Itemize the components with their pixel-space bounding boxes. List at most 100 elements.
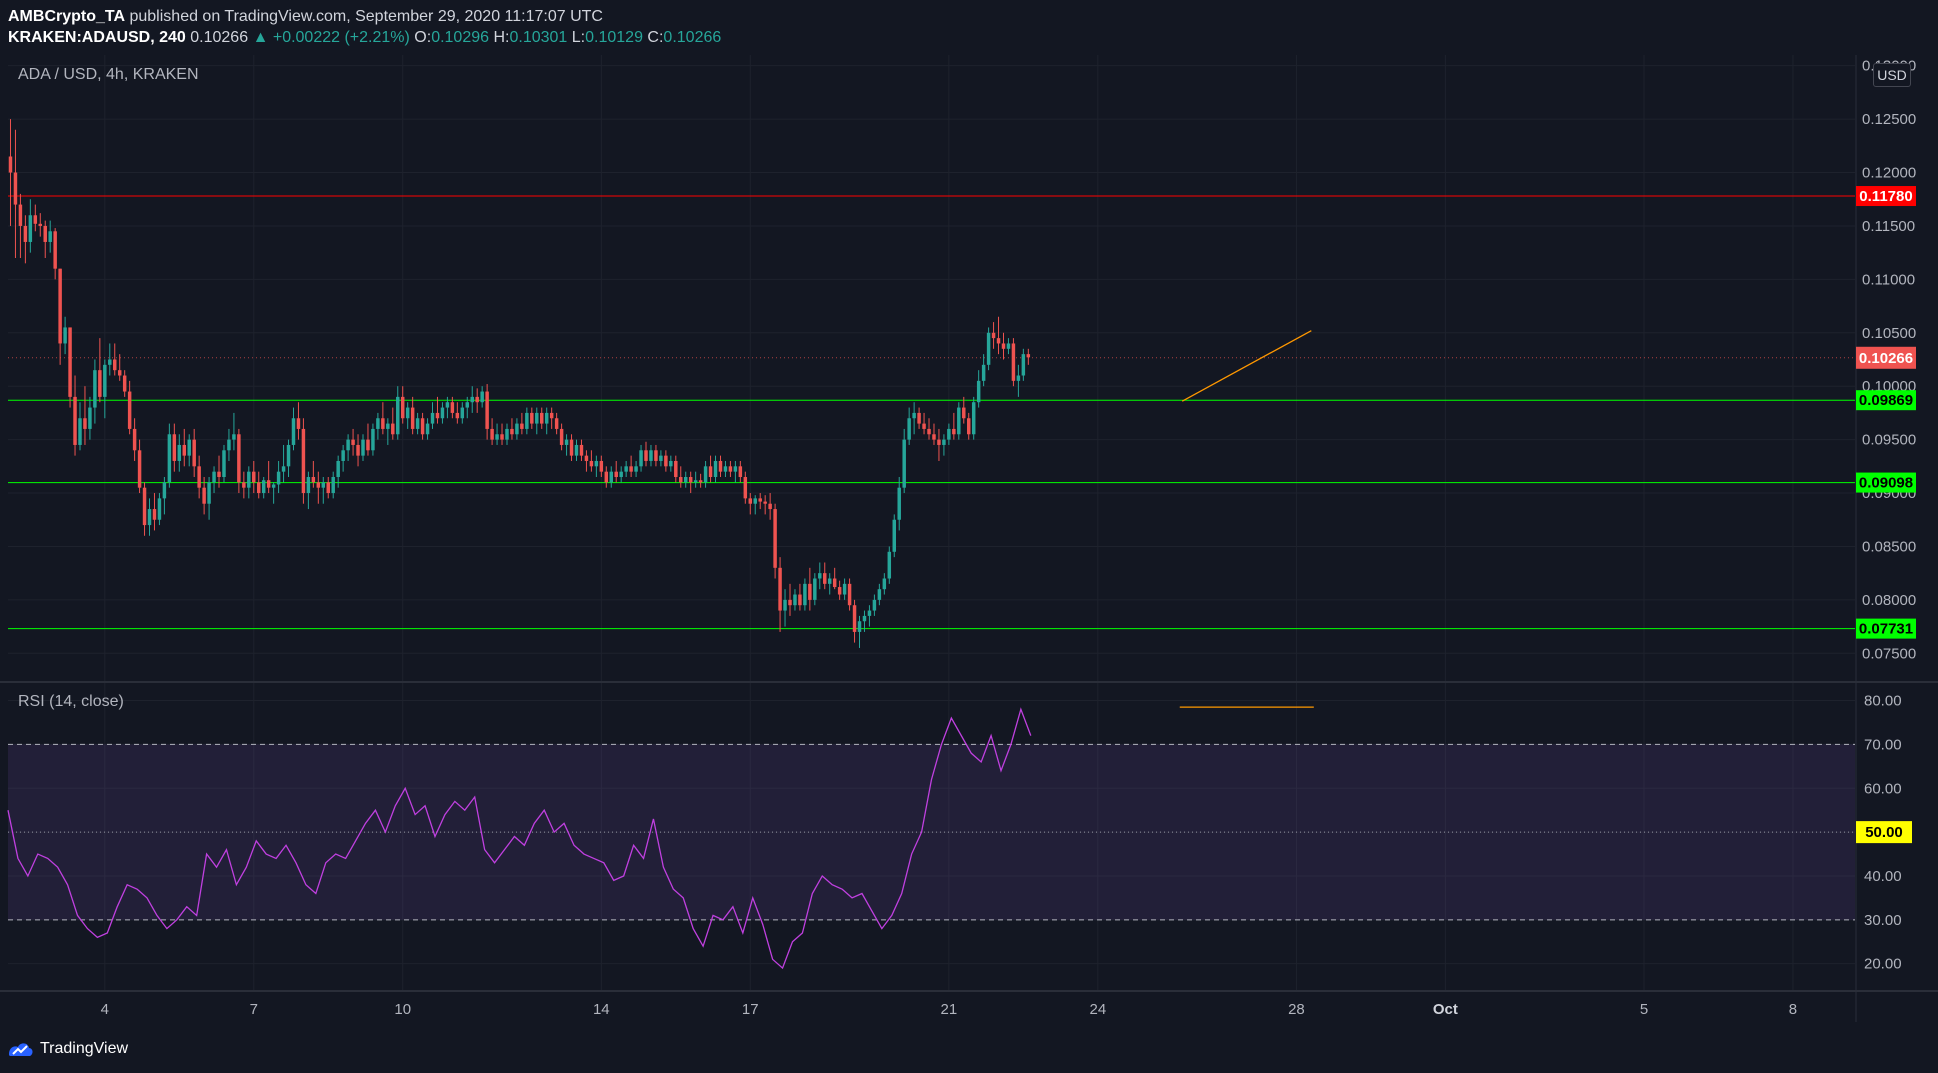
candle-down xyxy=(644,450,648,461)
candle-up xyxy=(227,439,231,451)
candle-up xyxy=(803,583,807,606)
candle-down xyxy=(758,498,762,502)
candle-down xyxy=(98,370,102,397)
candle-down xyxy=(654,450,658,461)
candle-up xyxy=(103,364,107,397)
candle-down xyxy=(202,487,206,504)
candle-down xyxy=(991,332,996,339)
support-price-tag xyxy=(1856,618,1916,639)
candle-down xyxy=(614,471,618,478)
candle-down xyxy=(38,223,43,226)
candle-down xyxy=(778,567,782,611)
candle-up xyxy=(902,439,906,488)
candle-down xyxy=(569,439,574,456)
candle-up xyxy=(445,402,450,408)
candle-up xyxy=(212,471,216,483)
candle-down xyxy=(252,471,256,483)
candle-down xyxy=(356,444,360,456)
open-label: O: xyxy=(414,29,432,46)
rsi-tick-label: 70.00 xyxy=(1864,736,1902,753)
candle-down xyxy=(967,418,971,435)
low-value: 0.10129 xyxy=(585,29,643,46)
candle-up xyxy=(281,466,286,472)
candle-down xyxy=(391,423,395,435)
candle-down xyxy=(738,466,743,478)
candle-up xyxy=(634,466,638,472)
candle-up xyxy=(574,444,579,456)
candle-up xyxy=(465,402,470,408)
rsi-tick-label: 20.00 xyxy=(1864,956,1902,973)
candle-down xyxy=(674,460,678,478)
close-label: C: xyxy=(647,29,664,46)
candle-up xyxy=(331,477,335,494)
candle-up xyxy=(222,450,226,478)
resistance-price-tag-label: 0.11780 xyxy=(1859,188,1912,205)
candle-up xyxy=(371,428,375,451)
candle-down xyxy=(698,480,703,483)
candle-down xyxy=(629,466,633,472)
candle-down xyxy=(823,573,827,584)
support-price-tag xyxy=(1856,390,1916,411)
open-value: 0.10296 xyxy=(431,29,490,46)
rsi-pane-title: RSI (14, close) xyxy=(18,693,124,710)
tradingview-brand[interactable]: TradingView xyxy=(8,1040,128,1058)
candle-up xyxy=(669,460,673,467)
time-tick-label: 10 xyxy=(394,1001,411,1018)
candle-down xyxy=(589,460,594,467)
price-pane-title: ADA / USD, 4h, KRAKEN xyxy=(18,66,199,83)
candle-up xyxy=(971,402,976,435)
candle-up xyxy=(986,332,991,365)
candle-down xyxy=(718,460,723,472)
candle-down xyxy=(113,359,117,371)
candle-down xyxy=(540,412,544,424)
candle-up xyxy=(594,460,599,467)
price-tick-label: 0.09500 xyxy=(1862,432,1916,449)
candle-down xyxy=(962,407,966,419)
candle-down xyxy=(420,418,425,435)
publisher-name[interactable]: AMBCrypto_TA xyxy=(8,8,126,25)
candle-down xyxy=(932,434,936,440)
candle-up xyxy=(515,423,519,435)
candle-up xyxy=(440,407,445,419)
candle-up xyxy=(649,450,653,461)
candle-down xyxy=(1011,343,1016,381)
candle-down xyxy=(256,482,261,494)
candle-down xyxy=(832,578,837,588)
currency-button[interactable]: USD xyxy=(1873,63,1911,87)
candle-up xyxy=(415,418,420,429)
candle-down xyxy=(763,501,767,504)
candle-down xyxy=(679,477,683,483)
candle-down xyxy=(132,428,137,451)
time-tick-label: 5 xyxy=(1640,1001,1648,1018)
candle-down xyxy=(743,477,748,499)
candle-down xyxy=(1001,343,1006,349)
candle-down xyxy=(952,428,956,435)
candle-up xyxy=(430,412,435,424)
candle-up xyxy=(247,471,251,488)
candle-up xyxy=(162,482,167,499)
candle-up xyxy=(505,428,509,440)
last-price-tag xyxy=(1856,346,1916,369)
candle-down xyxy=(410,407,415,429)
candle-up xyxy=(207,482,211,504)
publish-line: AMBCrypto_TA published on TradingView.co… xyxy=(8,8,603,26)
candle-up xyxy=(276,471,281,485)
rsi-tick-label: 30.00 xyxy=(1864,912,1902,929)
candle-down xyxy=(937,439,941,445)
close-value: 0.10266 xyxy=(663,29,722,46)
candle-up xyxy=(683,477,688,483)
candle-down xyxy=(217,471,221,478)
resistance-price-tag xyxy=(1856,186,1916,207)
candle-down xyxy=(18,204,23,226)
candle-down xyxy=(917,412,921,424)
candle-up xyxy=(564,439,569,445)
candle-up xyxy=(346,439,350,451)
candle-up xyxy=(405,407,410,419)
candle-up xyxy=(753,498,757,504)
price-change: ▲ +0.00222 (+2.21%) xyxy=(252,29,410,46)
candle-down xyxy=(485,391,489,429)
candle-up xyxy=(177,444,182,461)
candle-up xyxy=(341,450,345,461)
price-tags: 0.11780 0.09869 0.09098 0.07731 0.10266 50.00 xyxy=(1856,186,1916,844)
